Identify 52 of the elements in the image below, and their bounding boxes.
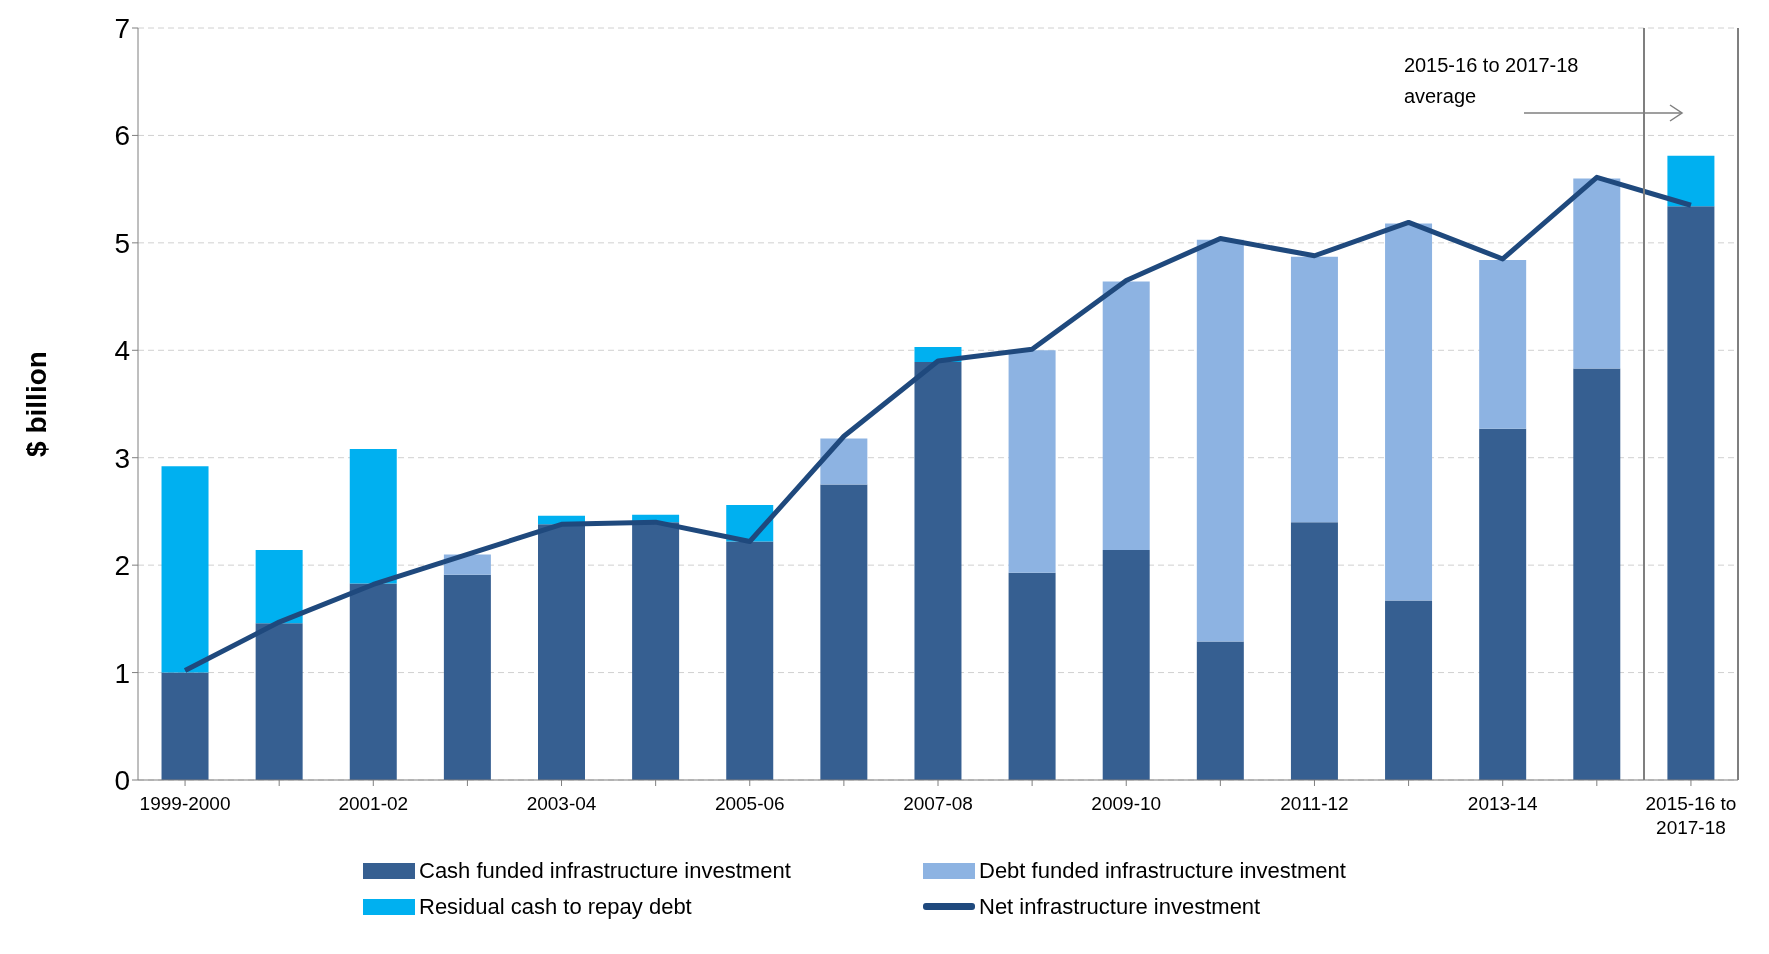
x-tick-label: 2011-12 (1280, 793, 1349, 814)
y-tick-label: 0 (114, 764, 130, 796)
y-tick-label: 5 (114, 227, 130, 259)
bar (1196, 239, 1244, 642)
bar (349, 449, 397, 584)
bar (255, 623, 303, 780)
x-tick-label: 1999-2000 (139, 793, 231, 814)
legend-label: Net infrastructure investment (979, 894, 1261, 920)
x-tick-label: 2003-04 (526, 793, 597, 814)
bar (1008, 350, 1056, 573)
bar (820, 484, 868, 780)
bar (1196, 641, 1244, 780)
bar (1385, 223, 1433, 601)
bar (1008, 572, 1056, 780)
bar (1290, 522, 1338, 780)
bar (632, 522, 680, 780)
bar (726, 541, 774, 780)
x-tick-label: 2009-10 (1091, 793, 1162, 814)
x-tick-label: 2005-06 (714, 793, 785, 814)
legend-label: Cash funded infrastructure investment (419, 858, 791, 884)
bar (161, 672, 209, 780)
bar (443, 574, 491, 780)
bar (538, 524, 585, 780)
y-tick-label: 1 (114, 657, 130, 689)
bar (161, 466, 209, 673)
bar (1102, 281, 1150, 551)
bar (255, 550, 303, 624)
bar (1667, 155, 1715, 207)
legend-label: Debt funded infrastructure investment (979, 858, 1346, 884)
y-tick-label: 7 (114, 12, 130, 44)
bar (1573, 368, 1621, 780)
bar (1102, 550, 1150, 780)
x-tick-label: 2015-16 to 2017-18 (1645, 793, 1737, 838)
y-axis-title: $ billion (21, 351, 52, 457)
bar (349, 583, 397, 780)
x-tick-label: 2007-08 (903, 793, 973, 814)
bar (1290, 256, 1338, 523)
x-tick-label: 2013-14 (1467, 793, 1538, 814)
bar (914, 362, 962, 780)
bar (1667, 206, 1715, 780)
legend-label: Residual cash to repay debt (419, 894, 692, 920)
x-tick-label: 2001-02 (338, 793, 409, 814)
bar (1385, 600, 1433, 780)
y-tick-label: 4 (114, 335, 130, 367)
y-tick-label: 2 (114, 550, 130, 582)
y-tick-label: 6 (114, 120, 130, 152)
bar (1573, 178, 1621, 369)
y-tick-label: 3 (114, 442, 130, 474)
bar (820, 438, 868, 485)
bar (1479, 260, 1527, 429)
bar (1479, 428, 1527, 780)
annotation: 2015-16 to 2017-18 average (1403, 53, 1580, 109)
